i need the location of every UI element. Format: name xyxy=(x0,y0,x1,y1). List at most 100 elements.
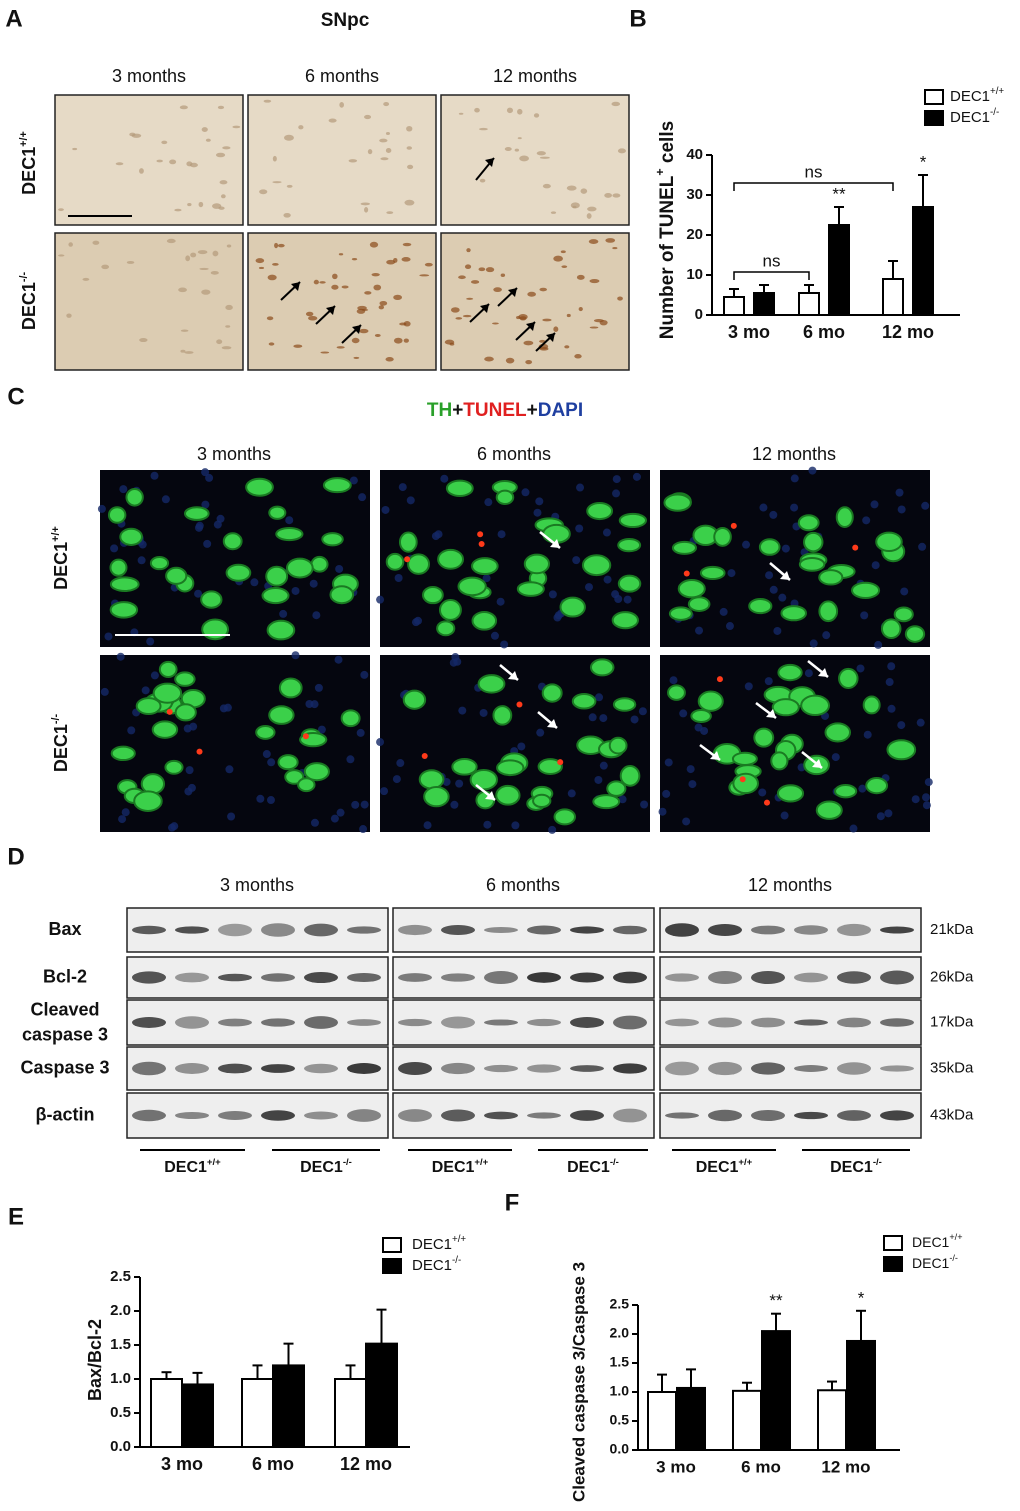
cell xyxy=(272,262,279,266)
tunel xyxy=(852,544,859,551)
nucleus xyxy=(602,528,611,537)
group-label: DEC1+/+ xyxy=(164,1157,221,1176)
row-label: Cleaved xyxy=(30,999,99,1019)
bar xyxy=(365,1342,398,1449)
band xyxy=(398,1062,432,1075)
nucleus xyxy=(285,516,294,525)
cell xyxy=(523,553,551,575)
cell xyxy=(419,274,430,277)
band xyxy=(837,1017,871,1028)
band xyxy=(665,923,699,937)
cell xyxy=(580,188,588,194)
nucleus xyxy=(533,508,542,517)
cell xyxy=(58,208,64,212)
tunel xyxy=(716,676,723,683)
band xyxy=(880,1018,914,1027)
bar xyxy=(912,206,934,316)
legend-label: DEC1-/- xyxy=(912,1253,958,1270)
cell xyxy=(107,506,127,524)
y-tick-label: 1.5 xyxy=(110,1336,131,1353)
cell xyxy=(576,274,585,280)
legend-swatch xyxy=(924,110,944,126)
cell xyxy=(277,754,299,771)
band xyxy=(175,1112,209,1119)
micrograph xyxy=(54,232,244,371)
text-part: DEC1 xyxy=(696,1159,739,1176)
legend-swatch xyxy=(883,1256,903,1272)
text-part: DEC1 xyxy=(950,88,990,105)
nucleus xyxy=(360,800,369,809)
cell xyxy=(539,156,550,159)
blot xyxy=(659,1046,922,1091)
row-label: Bax xyxy=(48,919,81,939)
nucleus xyxy=(679,709,688,718)
cell xyxy=(129,132,136,137)
nucleus xyxy=(100,687,109,696)
cell xyxy=(393,294,403,301)
cell xyxy=(179,105,188,110)
cell xyxy=(201,618,230,641)
y-tick-label: 1.5 xyxy=(610,1354,630,1370)
cell xyxy=(667,684,686,701)
tunel xyxy=(739,776,746,783)
cell xyxy=(671,540,698,555)
cell xyxy=(245,477,274,497)
cell xyxy=(328,118,337,123)
nucleus xyxy=(168,823,177,832)
nucleus xyxy=(119,485,128,494)
text-part: DEC1 xyxy=(19,282,39,330)
nucleus xyxy=(725,622,734,631)
superscript: +/+ xyxy=(738,1157,752,1168)
cell xyxy=(516,315,521,320)
nucleus xyxy=(924,778,933,787)
annotation: ns xyxy=(805,162,823,181)
cell xyxy=(471,557,499,576)
cell xyxy=(838,667,859,690)
y-tick-label: 0.5 xyxy=(110,1404,131,1421)
band xyxy=(880,970,914,985)
cell xyxy=(364,114,372,120)
cell xyxy=(200,590,223,609)
cell xyxy=(321,532,344,547)
cell xyxy=(504,147,512,152)
cell xyxy=(553,255,563,262)
nucleus xyxy=(790,474,799,483)
cell xyxy=(777,663,803,682)
arrow-head xyxy=(550,539,560,548)
cell xyxy=(542,318,552,322)
cell xyxy=(589,658,615,677)
column-label: 12 months xyxy=(752,444,836,464)
nucleus xyxy=(479,708,488,717)
cell xyxy=(566,185,577,191)
bar xyxy=(272,1364,305,1449)
cell xyxy=(550,211,557,214)
blot xyxy=(392,907,655,953)
row-label: caspase 3 xyxy=(22,1024,108,1044)
cell xyxy=(380,157,389,161)
nucleus xyxy=(335,564,344,573)
nucleus xyxy=(572,556,581,565)
cell xyxy=(608,736,628,755)
band xyxy=(347,1063,381,1074)
cell xyxy=(462,314,472,318)
nucleus xyxy=(141,686,150,695)
band xyxy=(527,1112,561,1119)
cell xyxy=(190,252,197,258)
cell xyxy=(559,596,586,618)
cell xyxy=(424,262,433,267)
text-part: DEC1 xyxy=(950,109,990,126)
band xyxy=(132,925,166,935)
cell xyxy=(617,537,642,553)
nucleus xyxy=(183,724,192,733)
bar xyxy=(241,1378,274,1448)
cell xyxy=(367,149,373,155)
cell xyxy=(101,264,110,270)
nucleus xyxy=(482,574,491,583)
nucleus xyxy=(612,475,621,484)
cell xyxy=(268,505,287,520)
cell xyxy=(525,360,533,365)
y-tick-label: 20 xyxy=(686,226,703,243)
cell xyxy=(278,677,303,699)
cell xyxy=(220,194,226,199)
cell xyxy=(904,625,926,643)
